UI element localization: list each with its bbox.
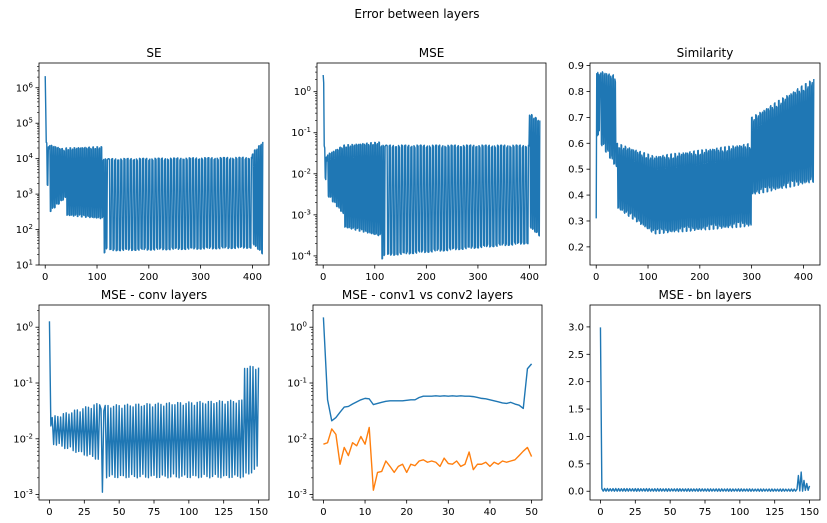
y-tick-label: 2.5 <box>568 350 584 361</box>
y-tick-label: 10-2 <box>13 432 33 445</box>
y-tick-label: 10-2 <box>291 167 311 180</box>
subplot-mse-conv-layers: MSE - conv layers 0 25 50 75 100 125 150 10-3 10-… <box>13 288 270 518</box>
x-tick-label: 200 <box>417 272 436 283</box>
y-tick-label: 2.0 <box>568 377 584 388</box>
y-tick-label: 0.6 <box>568 139 584 150</box>
axes-frame <box>316 62 547 266</box>
x-tick-label: 0 <box>593 272 599 283</box>
x-tick-label: 75 <box>148 507 161 518</box>
x-tick-label: 25 <box>629 507 642 518</box>
series-line-1 <box>322 317 533 422</box>
x-tick-label: 300 <box>191 272 210 283</box>
x-tick-label: 125 <box>214 507 233 518</box>
y-tick-label: 10-2 <box>287 432 307 445</box>
figure-suptitle: Error between layers <box>354 7 479 21</box>
axes-frame <box>312 304 543 501</box>
y-tick-label: 100 <box>290 321 307 334</box>
y-tick-label: 106 <box>16 81 34 94</box>
x-tick-label: 400 <box>520 272 539 283</box>
x-tick-label: 20 <box>400 507 413 518</box>
y-tick-label: 10-3 <box>291 208 311 221</box>
y-tick-label: 10-1 <box>287 377 307 390</box>
y-tick-label: 0.3 <box>568 216 584 227</box>
x-tick-label: 0 <box>320 272 326 283</box>
series-line-1 <box>44 76 264 255</box>
series-line-1 <box>599 327 811 492</box>
subplot-title: Similarity <box>677 46 734 60</box>
y-tick-label: 1.0 <box>568 432 584 443</box>
x-tick-label: 100 <box>730 507 749 518</box>
x-tick-label: 10 <box>359 507 372 518</box>
subplot-similarity: Similarity 0 100 200 300 400 0.2 0.3 0.4 0.5 0.6 0.… <box>568 46 821 283</box>
y-tick-label: 0.9 <box>568 61 584 72</box>
y-tick-label: 100 <box>294 85 311 98</box>
y-tick-label: 10-3 <box>13 488 33 501</box>
series-line-2 <box>323 426 533 491</box>
subplot-mse-conv1-vs-conv2: MSE - conv1 vs conv2 layers 0 10 20 30 40 50 10… <box>287 288 543 518</box>
series-line-1 <box>595 71 815 235</box>
x-tick-label: 300 <box>742 272 761 283</box>
subplot-se: SE 0 100 200 300 400 101 102 103 104 105 106 <box>16 46 270 283</box>
x-tick-label: 30 <box>442 507 455 518</box>
y-tick-label: 1.5 <box>568 405 584 416</box>
subplot-title: MSE - bn layers <box>659 288 752 302</box>
y-tick-label: 0.2 <box>568 242 584 253</box>
x-tick-label: 50 <box>113 507 126 518</box>
y-tick-label: 0.5 <box>568 165 584 176</box>
y-tick-label: 10-1 <box>291 126 311 139</box>
x-tick-label: 100 <box>87 272 106 283</box>
y-tick-label: 0.4 <box>568 191 584 202</box>
x-tick-label: 0 <box>597 507 603 518</box>
subplot-title: SE <box>146 46 161 60</box>
y-tick-label: 104 <box>16 152 34 165</box>
y-tick-label: 105 <box>16 117 33 130</box>
x-tick-label: 100 <box>638 272 657 283</box>
y-tick-label: 10-1 <box>13 377 33 390</box>
x-tick-label: 200 <box>139 272 158 283</box>
subplot-title: MSE <box>419 46 445 60</box>
y-tick-label: 0.8 <box>568 87 584 98</box>
y-tick-label: 3.0 <box>568 322 584 333</box>
x-tick-label: 400 <box>243 272 262 283</box>
subplot-mse-bn-layers: MSE - bn layers 0 25 50 75 100 125 150 0.0 0.5 1.0… <box>568 288 821 518</box>
y-tick-label: 10-4 <box>291 249 311 262</box>
subplot-title: MSE - conv1 vs conv2 layers <box>342 288 513 302</box>
y-tick-label: 103 <box>16 188 33 201</box>
x-tick-label: 0 <box>42 272 48 283</box>
y-tick-label: 10-3 <box>287 488 307 501</box>
x-tick-label: 400 <box>794 272 813 283</box>
y-tick-label: 100 <box>16 321 33 334</box>
x-tick-label: 50 <box>525 507 538 518</box>
x-tick-label: 125 <box>765 507 784 518</box>
series-line-1 <box>48 321 260 493</box>
y-tick-label: 0.0 <box>568 487 584 498</box>
axes-frame <box>589 62 821 266</box>
y-tick-label: 0.7 <box>568 113 584 124</box>
x-tick-label: 300 <box>468 272 487 283</box>
x-tick-label: 150 <box>249 507 268 518</box>
x-tick-label: 40 <box>484 507 497 518</box>
series-line-1 <box>322 74 541 260</box>
x-tick-label: 200 <box>690 272 709 283</box>
x-tick-label: 0 <box>320 507 326 518</box>
y-tick-label: 0.5 <box>568 459 584 470</box>
subplot-mse: MSE 0 100 200 300 400 10-4 10-3 10-2 10-1 100 <box>291 46 547 283</box>
y-tick-label: 102 <box>16 223 33 236</box>
x-tick-label: 75 <box>699 507 712 518</box>
x-tick-label: 100 <box>179 507 198 518</box>
x-tick-label: 0 <box>46 507 52 518</box>
y-tick-label: 101 <box>16 259 33 272</box>
x-tick-label: 25 <box>78 507 91 518</box>
x-tick-label: 50 <box>664 507 677 518</box>
x-tick-label: 100 <box>365 272 384 283</box>
x-tick-label: 150 <box>800 507 819 518</box>
subplot-title: MSE - conv layers <box>101 288 207 302</box>
